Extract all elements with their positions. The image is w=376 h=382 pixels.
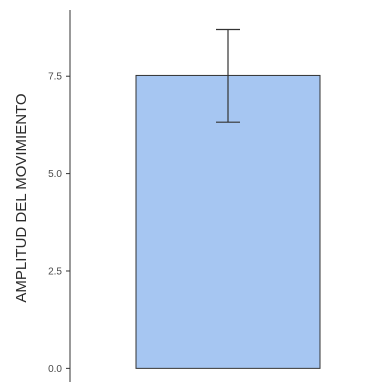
bars xyxy=(135,74,321,369)
y-tick-label: 7.5 xyxy=(48,72,62,83)
y-axis-title: AMPLITUD DEL MOVIMIENTO xyxy=(13,93,30,302)
bar xyxy=(135,74,321,369)
error-bars xyxy=(216,28,240,123)
y-tick-label: 2.5 xyxy=(48,266,62,277)
y-tick-label: 0.0 xyxy=(48,364,62,375)
y-axis-ticks: 0.0 2.5 5.0 7.5 xyxy=(48,72,70,375)
y-tick-label: 5.0 xyxy=(48,169,62,180)
